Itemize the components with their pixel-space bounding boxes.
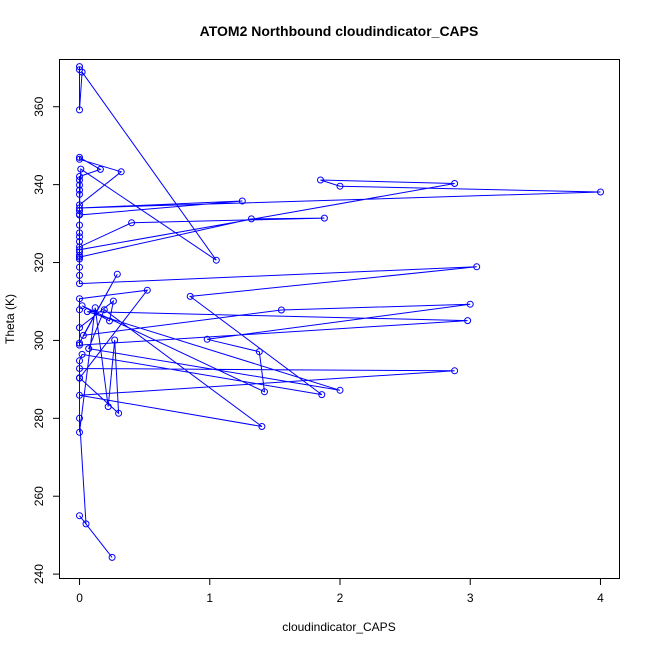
data-point — [76, 211, 83, 219]
data-point — [76, 255, 83, 263]
data-point — [76, 243, 83, 251]
data-point — [473, 263, 481, 271]
data-point — [466, 300, 474, 308]
data-point — [76, 233, 83, 241]
data-point — [238, 197, 246, 205]
data-point — [76, 271, 83, 279]
y-axis-label: Theta (K) — [3, 294, 17, 344]
data-point — [76, 204, 83, 212]
y-tick-label: 360 — [32, 96, 46, 116]
data-point — [76, 181, 83, 189]
series-line — [78, 66, 601, 558]
data-point — [115, 409, 123, 417]
y-tick-label: 240 — [32, 564, 46, 584]
data-point — [83, 308, 91, 316]
data-point — [261, 388, 268, 396]
data-point — [79, 331, 87, 339]
data-point — [76, 190, 83, 198]
y-tick-label: 260 — [32, 486, 46, 506]
data-point — [78, 302, 86, 310]
data-point — [76, 238, 83, 245]
data-point — [203, 335, 211, 343]
data-point — [76, 263, 83, 271]
data-point — [247, 215, 255, 223]
data-point — [96, 165, 104, 173]
data-point — [76, 229, 83, 237]
data-point — [91, 304, 99, 312]
y-tick-label: 300 — [32, 330, 46, 350]
data-point — [82, 520, 90, 528]
data-point — [186, 292, 194, 300]
data-point — [76, 106, 83, 114]
data-point — [76, 63, 83, 71]
data-point — [212, 256, 220, 264]
data-point — [76, 173, 83, 180]
data-point — [106, 317, 113, 325]
data-point — [78, 68, 86, 76]
data-point — [128, 219, 136, 227]
y-tick-label: 320 — [32, 252, 46, 272]
data-point — [258, 423, 266, 430]
data-point — [336, 182, 344, 190]
data-point — [143, 286, 151, 294]
data-point — [76, 295, 83, 303]
x-tick-label: 0 — [76, 591, 83, 605]
x-tick-label: 3 — [467, 591, 474, 605]
data-point — [76, 280, 83, 288]
data-point — [108, 553, 116, 561]
data-point — [451, 367, 459, 375]
data-point — [76, 324, 83, 332]
data-point — [76, 248, 83, 256]
series-group — [76, 63, 604, 561]
data-point — [76, 391, 83, 399]
x-axis: 0 1 2 3 4 — [76, 578, 604, 605]
data-point — [76, 512, 83, 520]
data-point — [77, 165, 85, 173]
data-point — [277, 306, 285, 314]
data-point — [111, 336, 119, 344]
data-point — [597, 188, 604, 196]
y-tick-label: 280 — [32, 408, 46, 428]
data-point — [76, 221, 83, 229]
data-point — [76, 252, 83, 259]
chart-title: ATOM2 Northbound cloudindicator_CAPS — [200, 23, 479, 39]
data-point — [76, 357, 83, 365]
data-point — [317, 176, 324, 184]
x-tick-label: 4 — [597, 591, 604, 605]
x-tick-label: 1 — [206, 591, 213, 605]
data-point — [464, 317, 472, 325]
data-point — [76, 374, 83, 382]
data-point — [76, 428, 83, 436]
data-point — [451, 180, 459, 187]
x-axis-label: cloudindicator_CAPS — [282, 620, 395, 634]
data-point — [100, 306, 108, 314]
y-tick-label: 340 — [32, 174, 46, 194]
y-axis: 240 260 280 300 320 340 360 — [32, 96, 60, 584]
data-point — [76, 339, 83, 347]
data-point — [76, 186, 83, 194]
data-point — [109, 297, 117, 305]
data-point — [76, 414, 83, 422]
data-point — [76, 176, 83, 184]
data-point — [336, 386, 344, 394]
data-point — [85, 345, 93, 353]
x-tick-label: 2 — [337, 591, 344, 605]
data-point — [113, 270, 121, 278]
data-point — [76, 153, 83, 161]
data-point — [76, 155, 83, 163]
data-point — [320, 214, 328, 222]
data-point — [78, 350, 86, 358]
data-point — [104, 403, 112, 411]
data-point — [76, 365, 83, 372]
data-point — [76, 207, 83, 215]
data-point — [255, 348, 263, 356]
plot-area-box — [59, 59, 620, 579]
data-point — [76, 341, 83, 349]
data-point — [117, 168, 125, 176]
data-point — [318, 391, 326, 399]
